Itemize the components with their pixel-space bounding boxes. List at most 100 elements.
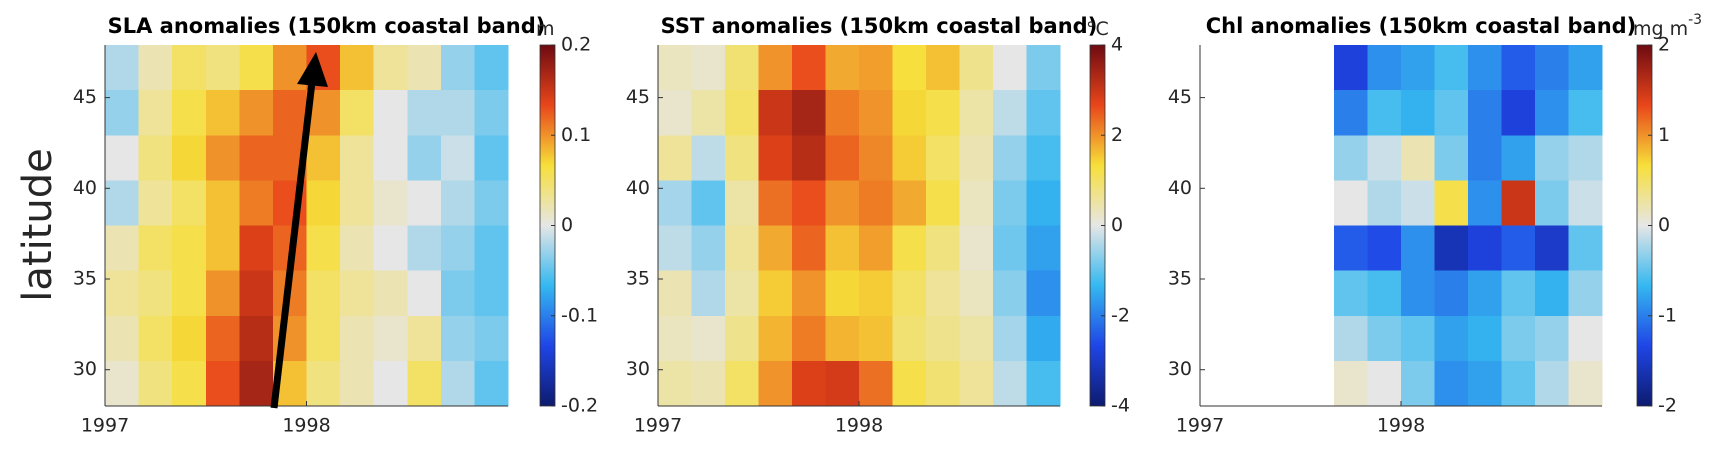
heatmap-cell: [1535, 360, 1569, 407]
heatmap-cell: [373, 180, 408, 226]
heatmap-cell: [474, 360, 509, 407]
heatmap-cell: [1367, 180, 1402, 226]
heatmap-cell: [474, 135, 509, 181]
heatmap-cell: [1568, 90, 1603, 136]
heatmap-cell: [407, 270, 442, 317]
heatmap-cell: [373, 45, 408, 91]
heatmap-cell: [1434, 315, 1469, 362]
y-tick-label: 30: [73, 358, 97, 380]
heatmap-cell: [1026, 180, 1061, 226]
heatmap-cell: [859, 90, 893, 136]
heatmap-cell: [691, 90, 726, 136]
heatmap-cell: [792, 180, 826, 226]
heatmap-cell: [691, 315, 726, 362]
heatmap-cell: [407, 135, 442, 181]
heatmap-cell: [205, 270, 240, 317]
colorbar-label: mg m-3: [1633, 12, 1702, 40]
heatmap-cell: [825, 225, 860, 272]
heatmap-cell: [959, 90, 994, 136]
y-tick-label: 30: [626, 358, 650, 380]
heatmap-cell: [306, 315, 341, 362]
heatmap-cell: [1367, 270, 1402, 317]
y-tick-label: 35: [1168, 268, 1192, 290]
heatmap-cell: [1535, 270, 1569, 317]
heatmap-cell: [825, 45, 860, 91]
heatmap-cell: [1568, 45, 1603, 91]
heatmap-cell: [138, 45, 173, 91]
heatmap-cell: [1535, 135, 1569, 181]
heatmap-cell: [859, 135, 893, 181]
heatmap-cell: [1434, 135, 1469, 181]
heatmap-cell: [373, 315, 408, 362]
heatmap-cell: [1026, 45, 1061, 91]
heatmap-cell: [407, 180, 442, 226]
heatmap-cell: [172, 360, 207, 407]
heatmap-cell: [691, 360, 726, 407]
heatmap-cell: [272, 90, 307, 136]
y-tick-label: 45: [73, 86, 97, 108]
heatmap-cell: [306, 180, 341, 226]
heatmap-cell: [105, 180, 140, 226]
heatmap-cell: [926, 135, 960, 181]
heatmap-cell: [239, 45, 274, 91]
heatmap-cell: [1334, 90, 1368, 136]
heatmap-cell: [1568, 360, 1603, 407]
heatmap-cell: [105, 45, 140, 91]
heatmap-cell: [959, 315, 994, 362]
heatmap-cell: [440, 315, 475, 362]
colorbar-tick-label: -0.2: [561, 395, 598, 417]
heatmap-cell: [373, 90, 408, 136]
heatmap-cell: [239, 225, 274, 272]
heatmap-cell: [1468, 315, 1502, 362]
heatmap-cell: [340, 45, 375, 91]
heatmap-cell: [1468, 90, 1502, 136]
heatmap-cell: [1401, 360, 1435, 407]
heatmap-cell: [892, 45, 927, 91]
heatmap-cell: [306, 360, 341, 407]
x-tick-label: 1998: [835, 415, 883, 437]
heatmap-cell: [172, 180, 207, 226]
x-tick-label: 1998: [1377, 415, 1425, 437]
heatmap-cell: [306, 225, 341, 272]
heatmap-cell: [138, 360, 173, 407]
heatmap-cell: [926, 180, 960, 226]
heatmap-cell: [105, 270, 140, 317]
heatmap-cell: [825, 315, 860, 362]
heatmap-cell: [340, 270, 375, 317]
heatmap-cell: [926, 270, 960, 317]
heatmap-cell: [172, 225, 207, 272]
heatmap-cell: [792, 90, 826, 136]
heatmap-cell: [1367, 225, 1402, 272]
heatmap-cell: [959, 135, 994, 181]
heatmap-cell: [340, 90, 375, 136]
y-tick-label: 35: [626, 268, 650, 290]
heatmap-cell: [373, 135, 408, 181]
heatmap-cell: [691, 45, 726, 91]
heatmap-cell: [105, 135, 140, 181]
heatmap-cell: [172, 270, 207, 317]
heatmap-cell: [1501, 45, 1536, 91]
heatmap-cell: [691, 270, 726, 317]
heatmap-cell: [306, 270, 341, 317]
heatmap-cell: [859, 225, 893, 272]
heatmap-cell: [725, 315, 759, 362]
heatmap-cell: [373, 360, 408, 407]
heatmap-cell: [239, 135, 274, 181]
heatmap-cell: [1501, 270, 1536, 317]
colorbar-unit-exponent: -3: [1688, 12, 1702, 28]
heatmap-cell: [1468, 270, 1502, 317]
heatmap-cell: [926, 225, 960, 272]
heatmap-cell: [105, 360, 140, 407]
heatmap-cell: [892, 360, 927, 407]
heatmap-cell: [172, 45, 207, 91]
heatmap-cell: [1434, 90, 1469, 136]
heatmap-cell: [440, 270, 475, 317]
heatmap-cell: [792, 45, 826, 91]
heatmap-cell: [205, 315, 240, 362]
x-tick-label: 1997: [81, 415, 129, 437]
heatmap-cell: [1568, 225, 1603, 272]
heatmap-cell: [1501, 225, 1536, 272]
heatmap-cell: [340, 225, 375, 272]
arrow-annotation: [270, 52, 328, 409]
heatmap-cell: [725, 180, 759, 226]
